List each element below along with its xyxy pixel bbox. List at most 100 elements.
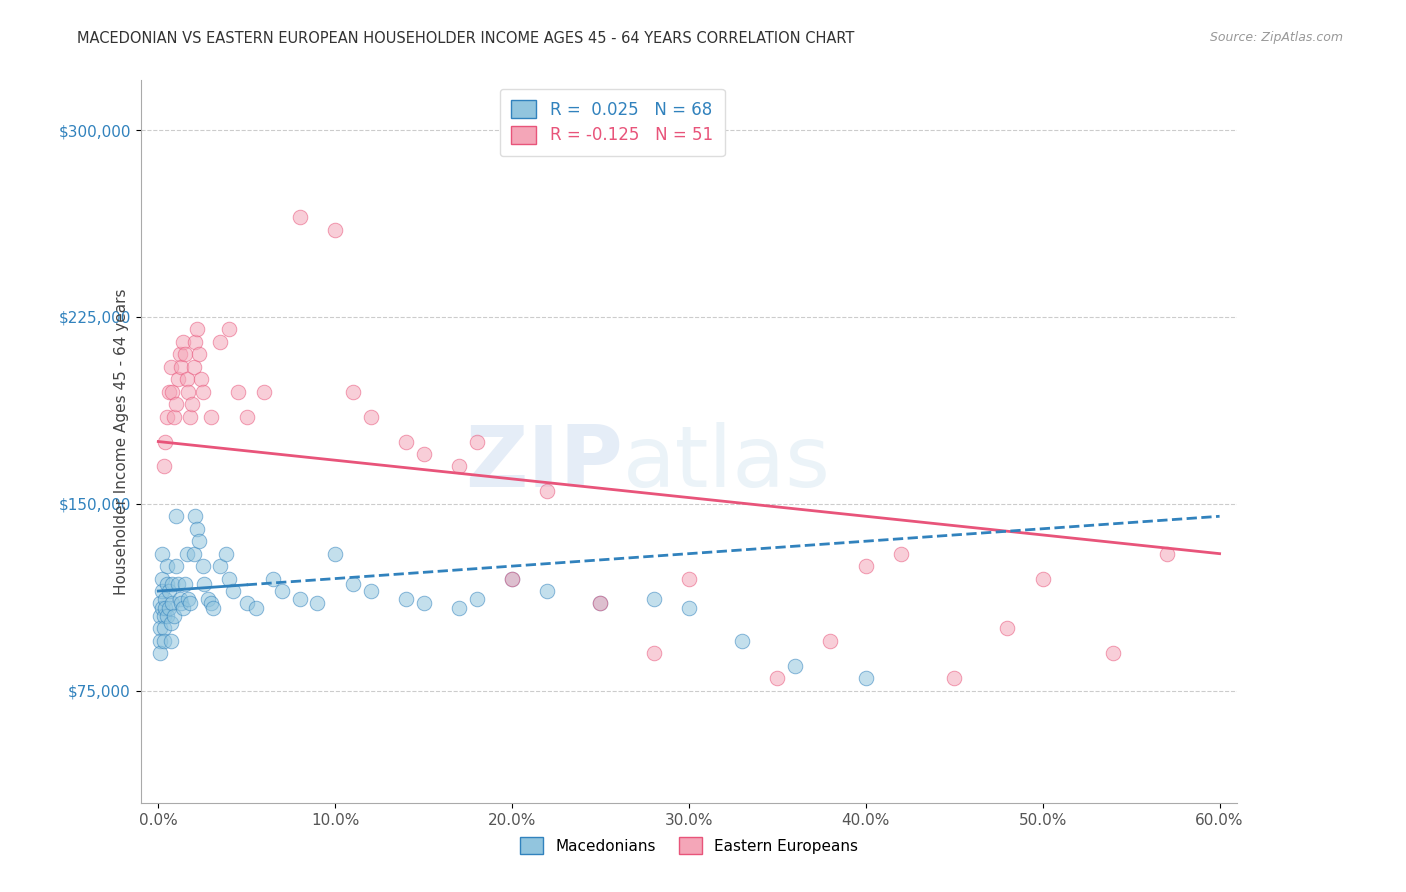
Y-axis label: Householder Income Ages 45 - 64 years: Householder Income Ages 45 - 64 years xyxy=(114,288,129,595)
Point xyxy=(214,547,236,561)
Point xyxy=(162,384,184,399)
Point xyxy=(191,559,214,574)
Point xyxy=(190,372,212,386)
Point xyxy=(395,591,418,606)
Point xyxy=(447,601,470,615)
Point xyxy=(1102,646,1125,660)
Point xyxy=(183,547,205,561)
Point xyxy=(169,347,191,361)
Point xyxy=(766,671,789,685)
Point xyxy=(149,609,172,624)
Point xyxy=(150,572,173,586)
Point xyxy=(149,646,172,660)
Point xyxy=(156,559,179,574)
Point xyxy=(170,597,193,611)
Point xyxy=(173,576,195,591)
Point xyxy=(172,601,194,615)
Point xyxy=(202,601,225,615)
Point xyxy=(226,384,249,399)
Point xyxy=(342,576,364,591)
Point xyxy=(731,633,754,648)
Point xyxy=(149,633,172,648)
Legend: Macedonians, Eastern Europeans: Macedonians, Eastern Europeans xyxy=(515,831,863,860)
Point xyxy=(156,609,179,624)
Point xyxy=(197,591,219,606)
Point xyxy=(589,597,612,611)
Point xyxy=(166,372,188,386)
Point xyxy=(177,384,200,399)
Point xyxy=(307,597,329,611)
Point xyxy=(221,584,243,599)
Point xyxy=(200,409,222,424)
Point xyxy=(163,409,186,424)
Point xyxy=(262,572,284,586)
Point xyxy=(536,484,558,499)
Point xyxy=(465,591,488,606)
Point xyxy=(191,384,214,399)
Point xyxy=(412,447,434,461)
Point xyxy=(156,409,179,424)
Point xyxy=(152,609,174,624)
Point xyxy=(152,459,174,474)
Point xyxy=(678,601,700,615)
Point xyxy=(820,633,842,648)
Point xyxy=(412,597,434,611)
Point xyxy=(643,646,665,660)
Point xyxy=(173,347,195,361)
Point xyxy=(342,384,364,399)
Point xyxy=(165,397,187,411)
Point xyxy=(288,211,311,225)
Point xyxy=(943,671,966,685)
Point xyxy=(855,671,877,685)
Point xyxy=(188,534,211,549)
Point xyxy=(218,322,240,336)
Point xyxy=(288,591,311,606)
Point xyxy=(360,409,382,424)
Point xyxy=(157,601,180,615)
Text: atlas: atlas xyxy=(623,422,831,505)
Point xyxy=(183,359,205,374)
Point xyxy=(176,372,198,386)
Point xyxy=(169,591,191,606)
Text: MACEDONIAN VS EASTERN EUROPEAN HOUSEHOLDER INCOME AGES 45 - 64 YEARS CORRELATION: MACEDONIAN VS EASTERN EUROPEAN HOUSEHOLD… xyxy=(77,31,855,46)
Point xyxy=(155,434,177,449)
Point xyxy=(162,576,184,591)
Point xyxy=(209,334,232,349)
Point xyxy=(172,334,194,349)
Point xyxy=(536,584,558,599)
Point xyxy=(156,576,179,591)
Point xyxy=(200,597,222,611)
Point xyxy=(157,384,180,399)
Point xyxy=(184,334,207,349)
Point xyxy=(170,359,193,374)
Point xyxy=(165,509,187,524)
Point xyxy=(186,322,208,336)
Point xyxy=(323,547,346,561)
Point xyxy=(163,609,186,624)
Point xyxy=(166,576,188,591)
Point xyxy=(323,223,346,237)
Point xyxy=(184,509,207,524)
Point xyxy=(501,572,523,586)
Point xyxy=(176,547,198,561)
Point xyxy=(188,347,211,361)
Point xyxy=(209,559,232,574)
Point xyxy=(235,597,257,611)
Point xyxy=(152,633,174,648)
Point xyxy=(218,572,240,586)
Point xyxy=(245,601,267,615)
Point xyxy=(1156,547,1178,561)
Point xyxy=(890,547,912,561)
Point xyxy=(783,658,806,673)
Point xyxy=(395,434,418,449)
Point xyxy=(150,584,173,599)
Point xyxy=(150,601,173,615)
Point xyxy=(678,572,700,586)
Point xyxy=(193,576,215,591)
Point xyxy=(155,591,177,606)
Point xyxy=(179,597,201,611)
Point xyxy=(179,409,201,424)
Point xyxy=(159,359,181,374)
Text: Source: ZipAtlas.com: Source: ZipAtlas.com xyxy=(1209,31,1343,45)
Point xyxy=(501,572,523,586)
